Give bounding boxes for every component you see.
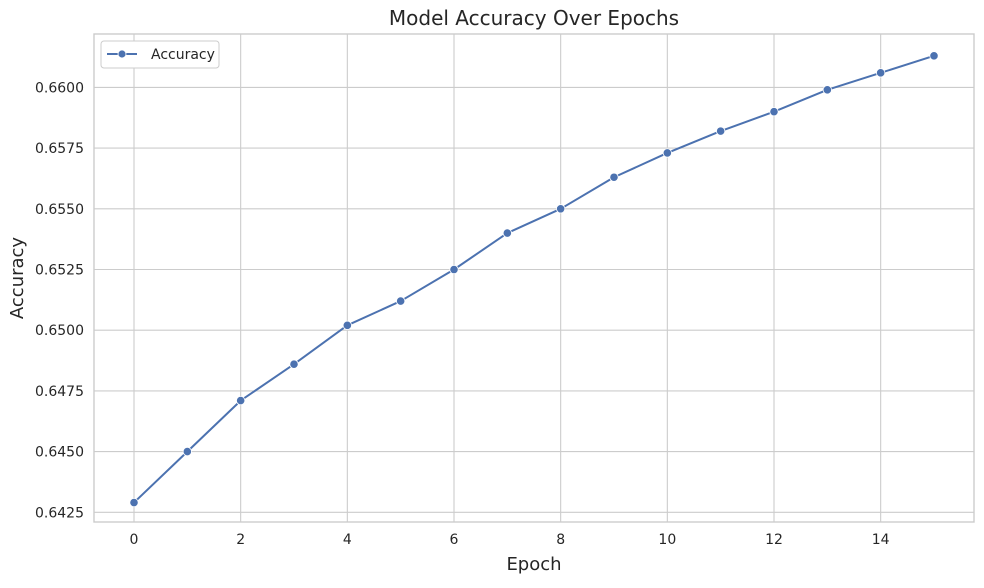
axes-frame bbox=[93, 33, 975, 523]
y-tick-label: 0.6575 bbox=[35, 141, 84, 157]
y-tick-label: 0.6475 bbox=[35, 384, 84, 400]
data-point bbox=[236, 396, 246, 406]
data-point bbox=[662, 148, 672, 158]
data-point bbox=[609, 172, 619, 182]
y-axis-title: Accuracy bbox=[7, 237, 28, 320]
x-tick-label: 6 bbox=[450, 532, 459, 548]
data-point bbox=[182, 446, 192, 457]
data-point bbox=[716, 126, 726, 136]
legend-marker-swatch bbox=[117, 49, 127, 59]
data-point bbox=[342, 320, 352, 330]
series-layer bbox=[129, 51, 939, 508]
y-tick-label: 0.6500 bbox=[35, 323, 84, 339]
x-axis-ticks: 0 2 4 6 8 10 12 14 bbox=[130, 532, 890, 548]
y-tick-label: 0.6550 bbox=[35, 202, 84, 218]
y-tick-label: 0.6600 bbox=[35, 80, 84, 96]
x-tick-label: 12 bbox=[765, 532, 783, 548]
y-tick-label: 0.6450 bbox=[35, 445, 84, 461]
x-tick-label: 0 bbox=[130, 532, 139, 548]
y-tick-label: 0.6525 bbox=[35, 263, 84, 279]
plot-background bbox=[94, 34, 974, 522]
legend-label: Accuracy bbox=[151, 47, 215, 63]
data-point bbox=[289, 359, 299, 369]
x-tick-label: 8 bbox=[556, 532, 565, 548]
data-point bbox=[556, 204, 566, 214]
x-tick-label: 10 bbox=[658, 532, 676, 548]
data-point bbox=[502, 228, 512, 238]
x-tick-label: 14 bbox=[872, 532, 890, 548]
gridlines bbox=[94, 34, 974, 522]
x-axis-title: Epoch bbox=[506, 554, 561, 575]
data-point bbox=[769, 107, 779, 117]
legend: Accuracy bbox=[100, 40, 220, 69]
x-tick-label: 2 bbox=[236, 532, 245, 548]
y-tick-label: 0.6425 bbox=[35, 505, 84, 521]
legend-box bbox=[100, 40, 220, 69]
data-point bbox=[396, 296, 406, 306]
data-point bbox=[449, 264, 459, 275]
data-point bbox=[929, 51, 939, 61]
data-point bbox=[129, 497, 139, 508]
data-point bbox=[876, 68, 886, 78]
data-point bbox=[822, 85, 832, 95]
y-axis-ticks: 0.6425 0.6450 0.6475 0.6500 0.6525 0.6550 0.65… bbox=[35, 80, 84, 521]
chart-title: Model Accuracy Over Epochs bbox=[389, 6, 679, 30]
x-tick-label: 4 bbox=[343, 532, 352, 548]
plot-frame bbox=[93, 33, 975, 523]
series-line bbox=[133, 54, 935, 504]
